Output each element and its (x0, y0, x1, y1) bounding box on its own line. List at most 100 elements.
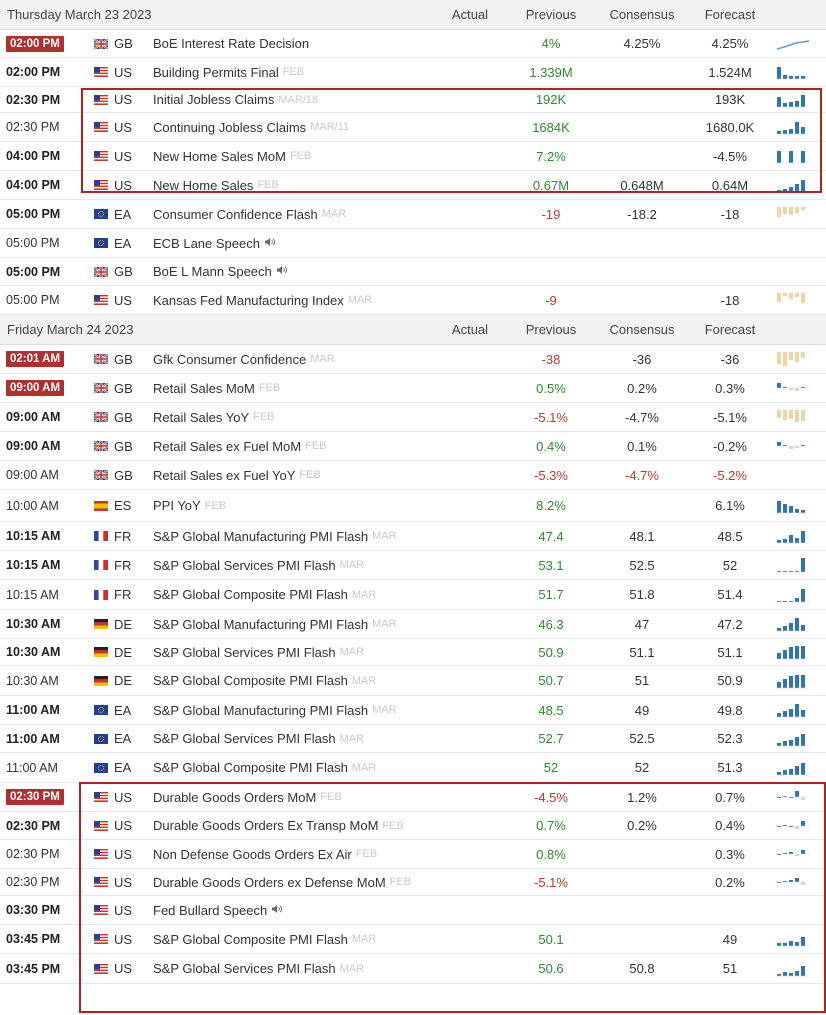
sparkline-chart[interactable] (776, 783, 820, 811)
event-name-text[interactable]: Durable Goods Orders Ex Transp MoM (153, 818, 379, 833)
event-name[interactable]: Retail Sales YoY FEB (153, 403, 443, 431)
event-row[interactable]: 05:00 PM EA Consumer Confidence Flash MAR -1… (0, 200, 826, 229)
event-row[interactable]: 02:00 PM GB BoE Interest Rate Decision 4% 4.… (0, 30, 826, 58)
event-name[interactable]: BoE L Mann Speech (153, 258, 443, 285)
event-row[interactable]: 11:00 AM EA S&P Global Composite PMI Flash… (0, 753, 826, 783)
event-name-text[interactable]: Retail Sales MoM (153, 380, 255, 396)
event-name[interactable]: PPI YoY FEB (153, 490, 443, 521)
event-row[interactable]: 10:30 AM DE S&P Global Manufacturing PMI F… (0, 610, 826, 639)
event-row[interactable]: 09:00 AM GB Retail Sales MoM FEB 0.5% 0.2% 0.3… (0, 374, 826, 403)
event-name[interactable]: S&P Global Services PMI Flash MAR (153, 639, 443, 665)
event-row[interactable]: 09:00 AM GB Retail Sales YoY FEB -5.1% -4.7% -… (0, 403, 826, 432)
event-row[interactable]: 03:30 PM US Fed Bullard Speech (0, 896, 826, 925)
sparkline-chart[interactable] (776, 461, 820, 489)
sparkline-chart[interactable] (776, 551, 820, 579)
event-name[interactable]: Kansas Fed Manufacturing Index MAR (153, 286, 443, 314)
sparkline-chart[interactable] (776, 954, 820, 983)
event-name[interactable]: Initial Jobless Claims MAR/18 (153, 87, 443, 112)
event-row[interactable]: 02:30 PM US Durable Goods Orders ex Defens… (0, 869, 826, 896)
sparkline-chart[interactable] (776, 229, 820, 257)
event-name-text[interactable]: ECB Lane Speech (153, 235, 260, 251)
sparkline-chart[interactable] (776, 753, 820, 782)
event-name-text[interactable]: Retail Sales YoY (153, 409, 250, 425)
event-name[interactable]: S&P Global Composite PMI Flash MAR (153, 580, 443, 609)
event-name-text[interactable]: Consumer Confidence Flash (153, 206, 318, 222)
event-row[interactable]: 11:00 AM EA S&P Global Services PMI Flash M… (0, 725, 826, 753)
event-name[interactable]: New Home Sales FEB (153, 171, 443, 199)
event-name-text[interactable]: S&P Global Composite PMI Flash (153, 587, 348, 602)
sparkline-chart[interactable] (776, 580, 820, 609)
event-name[interactable]: ECB Lane Speech (153, 229, 443, 257)
event-name[interactable]: Retail Sales ex Fuel MoM FEB (153, 432, 443, 460)
event-name-text[interactable]: S&P Global Services PMI Flash (153, 731, 336, 746)
event-row[interactable]: 10:15 AM FR S&P Global Manufacturing PMI F… (0, 522, 826, 551)
event-name[interactable]: BoE Interest Rate Decision (153, 30, 443, 57)
event-name-text[interactable]: S&P Global Services PMI Flash (153, 644, 336, 660)
event-name[interactable]: Building Permits Final FEB (153, 58, 443, 86)
sparkline-chart[interactable] (776, 258, 820, 285)
event-row[interactable]: 05:00 PM GB BoE L Mann Speech (0, 258, 826, 286)
event-row[interactable]: 05:00 PM EA ECB Lane Speech (0, 229, 826, 258)
event-row[interactable]: 03:45 PM US S&P Global Services PMI Flash M… (0, 954, 826, 984)
event-name[interactable]: Fed Bullard Speech (153, 896, 443, 924)
event-name[interactable]: Gfk Consumer Confidence MAR (153, 345, 443, 373)
event-row[interactable]: 02:30 PM US Durable Goods Orders Ex Transp… (0, 812, 826, 840)
event-name[interactable]: S&P Global Composite PMI Flash MAR (153, 925, 443, 953)
event-row[interactable]: 03:45 PM US S&P Global Composite PMI Flash… (0, 925, 826, 954)
event-row[interactable]: 05:00 PM US Kansas Fed Manufacturing Index… (0, 286, 826, 315)
event-row[interactable]: 10:15 AM FR S&P Global Composite PMI Flash… (0, 580, 826, 610)
event-row[interactable]: 09:00 AM GB Retail Sales ex Fuel YoY FEB -5.… (0, 461, 826, 490)
sparkline-chart[interactable] (776, 666, 820, 695)
event-name-text[interactable]: S&P Global Manufacturing PMI Flash (153, 528, 369, 544)
sparkline-chart[interactable] (776, 58, 820, 86)
sparkline-chart[interactable] (776, 171, 820, 199)
event-row[interactable]: 09:00 AM GB Retail Sales ex Fuel MoM FEB 0.4… (0, 432, 826, 461)
event-row[interactable]: 10:30 AM DE S&P Global Composite PMI Flash… (0, 666, 826, 696)
sparkline-chart[interactable] (776, 200, 820, 228)
event-name-text[interactable]: New Home Sales (153, 177, 254, 193)
event-name-text[interactable]: PPI YoY (153, 498, 201, 513)
event-row[interactable]: 10:00 AM ES PPI YoY FEB 8.2% 6.1% (0, 490, 826, 522)
event-name-text[interactable]: Durable Goods Orders ex Defense MoM (153, 874, 386, 890)
event-name-text[interactable]: BoE L Mann Speech (153, 264, 272, 279)
sparkline-chart[interactable] (776, 374, 820, 402)
sparkline-chart[interactable] (776, 725, 820, 752)
event-name-text[interactable]: Durable Goods Orders MoM (153, 789, 317, 805)
event-row[interactable]: 02:01 AM GB Gfk Consumer Confidence MAR -38 -… (0, 345, 826, 374)
sparkline-chart[interactable] (776, 490, 820, 521)
sparkline-chart[interactable] (776, 432, 820, 460)
sparkline-chart[interactable] (776, 840, 820, 868)
sparkline-chart[interactable] (776, 896, 820, 924)
event-name[interactable]: New Home Sales MoM FEB (153, 142, 443, 170)
event-name[interactable]: Non Defense Goods Orders Ex Air FEB (153, 840, 443, 868)
event-name[interactable]: Continuing Jobless Claims MAR/11 (153, 113, 443, 141)
sparkline-chart[interactable] (776, 30, 820, 57)
sparkline-chart[interactable] (776, 812, 820, 839)
event-name-text[interactable]: S&P Global Composite PMI Flash (153, 931, 348, 947)
event-name-text[interactable]: New Home Sales MoM (153, 148, 286, 164)
event-row[interactable]: 11:00 AM EA S&P Global Manufacturing PMI F… (0, 696, 826, 725)
event-name-text[interactable]: Non Defense Goods Orders Ex Air (153, 846, 352, 862)
event-name[interactable]: S&P Global Services PMI Flash MAR (153, 551, 443, 579)
event-name[interactable]: S&P Global Services PMI Flash MAR (153, 725, 443, 752)
event-name[interactable]: S&P Global Manufacturing PMI Flash MAR (153, 522, 443, 550)
event-row[interactable]: 02:30 PM US Initial Jobless Claims MAR/18 19… (0, 87, 826, 113)
event-name-text[interactable]: Retail Sales ex Fuel YoY (153, 467, 296, 483)
event-name-text[interactable]: Gfk Consumer Confidence (153, 351, 307, 367)
event-row[interactable]: 10:30 AM DE S&P Global Services PMI Flash M… (0, 639, 826, 666)
event-name[interactable]: S&P Global Composite PMI Flash MAR (153, 753, 443, 782)
event-name[interactable]: Retail Sales MoM FEB (153, 374, 443, 402)
event-row[interactable]: 02:30 PM US Non Defense Goods Orders Ex Ai… (0, 840, 826, 869)
event-name-text[interactable]: S&P Global Manufacturing PMI Flash (153, 702, 369, 718)
event-name[interactable]: Retail Sales ex Fuel YoY FEB (153, 461, 443, 489)
event-name-text[interactable]: Initial Jobless Claims (153, 92, 275, 107)
event-row[interactable]: 02:30 PM US Durable Goods Orders MoM FEB -4.… (0, 783, 826, 812)
event-name[interactable]: S&P Global Manufacturing PMI Flash MAR (153, 610, 443, 638)
sparkline-chart[interactable] (776, 869, 820, 895)
event-name-text[interactable]: Retail Sales ex Fuel MoM (153, 438, 302, 454)
event-name-text[interactable]: BoE Interest Rate Decision (153, 36, 310, 51)
event-name[interactable]: Durable Goods Orders Ex Transp MoM FEB (153, 812, 443, 839)
sparkline-chart[interactable] (776, 113, 820, 141)
event-name[interactable]: S&P Global Manufacturing PMI Flash MAR (153, 696, 443, 724)
sparkline-chart[interactable] (776, 925, 820, 953)
